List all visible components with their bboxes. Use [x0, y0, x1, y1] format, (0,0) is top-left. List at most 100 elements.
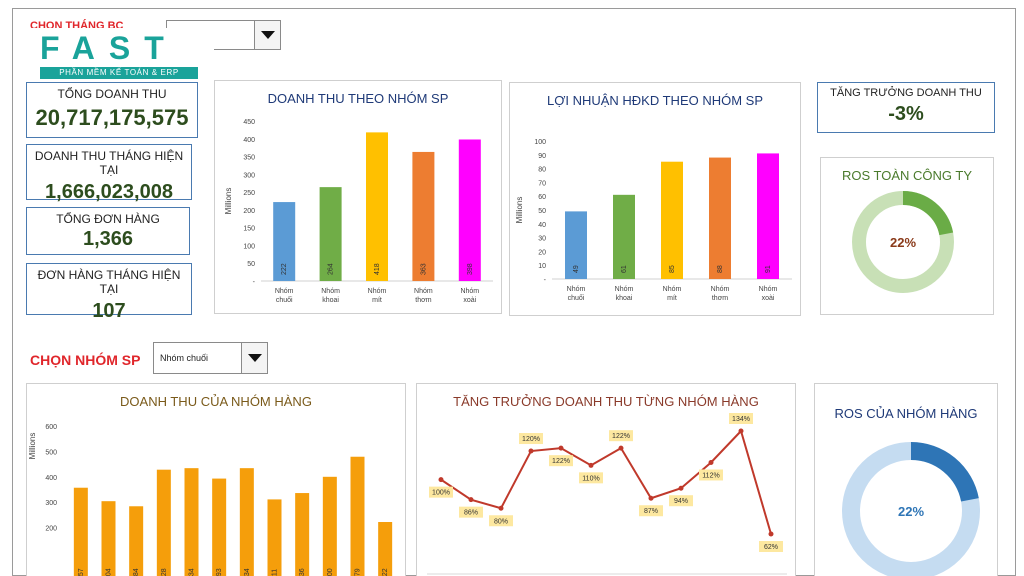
x-tick-label: Nhóm [759, 286, 778, 293]
y-tick-label: 40 [538, 222, 546, 229]
data-point [438, 477, 444, 483]
bar [565, 211, 587, 279]
x-tick-label: Nhóm [368, 288, 387, 295]
kpi-growth: TĂNG TRƯỞNG DOANH THU -3% [817, 82, 995, 133]
kpi-value: 1,666,023,008 [45, 181, 173, 203]
data-label: 112% [702, 472, 719, 479]
y-tick-label: 150 [243, 226, 255, 233]
x-tick-label: Nhóm [275, 288, 294, 295]
bar [184, 468, 199, 576]
data-label: 122% [612, 433, 630, 440]
kpi-label: TỔNG ĐƠN HÀNG [56, 212, 160, 226]
x-tick-label: Nhóm [615, 286, 634, 293]
y-tick-label: 90 [538, 153, 546, 160]
data-point [468, 497, 474, 503]
bar [156, 469, 171, 576]
revenue-by-group-chart: - 50 100 150 200 250 300 350 400 450 Millions 222 Nh… [224, 119, 493, 304]
kpi-label: ĐƠN HÀNG THÁNG HIỆN TẠI [37, 268, 181, 296]
chevron-down-icon[interactable] [241, 343, 267, 373]
y-tick-label: - [544, 277, 547, 284]
data-label: 134% [732, 416, 750, 423]
y-tick-label: 80 [538, 167, 546, 174]
profit-by-group-chart: -102030405060708090100Millions49Nhómchuố… [515, 139, 792, 302]
y-tick-label: - [253, 279, 256, 286]
bar [101, 501, 116, 576]
data-label: 304 [106, 568, 113, 576]
data-label-bg [489, 515, 513, 527]
x-tick-label: Nhóm [460, 288, 479, 295]
data-label: 222 [281, 263, 288, 275]
data-label: 311 [272, 569, 279, 576]
data-label-bg [579, 472, 603, 484]
y-tick-label: 100 [243, 243, 255, 250]
kpi-value: 107 [92, 300, 126, 322]
y-tick-label: 10 [538, 263, 546, 270]
logo-word: FAST [40, 30, 178, 66]
data-point [648, 495, 654, 501]
data-point [708, 459, 714, 465]
bar [378, 522, 393, 576]
kpi-total-revenue: TỔNG DOANH THU 20,717,175,575 [26, 82, 198, 138]
y-tick-label: 250 [243, 190, 255, 197]
data-label: 434 [244, 568, 251, 576]
kpi-label: DOANH THU THÁNG HIỆN TẠI [34, 149, 184, 177]
kpi-label: TỔNG DOANH THU [57, 87, 167, 101]
kpi-month-revenue: DOANH THU THÁNG HIỆN TẠI 1,666,023,008 [26, 144, 192, 203]
data-label: 122% [552, 458, 570, 465]
data-point [528, 448, 534, 454]
y-axis-label: Millions [28, 433, 37, 460]
group-revenue-chart: 600 500 400 300 200 Millions 357 304 284 428 434 39… [28, 424, 393, 576]
series-line [440, 429, 772, 535]
data-point [738, 428, 744, 434]
chart-title: ROS TOÀN CÔNG TY [841, 168, 973, 183]
logo-subtitle: PHẦN MỀM KẾ TOÁN & ERP [40, 67, 198, 79]
y-tick-label: 450 [243, 119, 255, 126]
y-tick-label: 350 [243, 155, 255, 162]
bar [273, 202, 296, 281]
data-label-bg [609, 430, 633, 442]
group-growth-chart: 100% 86% 80% 120% 122% 110% 122% 87% 94% 112% 134%… [427, 413, 787, 575]
x-tick-label: mít [667, 295, 677, 302]
data-label-bg [459, 506, 483, 518]
ros-group-chart: 22% [842, 442, 980, 576]
bar [757, 153, 779, 279]
bar [319, 187, 342, 281]
data-label-bg [759, 541, 783, 552]
profit-by-group-panel: LỢI NHUẬN HĐKD THEO NHÓM SP - 10 20 30 40 50 6… [509, 82, 801, 316]
x-tick-label: chuối [568, 293, 585, 302]
y-tick-label: 50 [538, 208, 546, 215]
group-growth-panel: TĂNG TRƯỞNG DOANH THU TỪNG NHÓM HÀNG 100… [416, 383, 796, 576]
kpi-value: 1,366 [82, 228, 134, 250]
chevron-down-icon[interactable] [254, 21, 280, 49]
ros-company-panel: ROS TOÀN CÔNG TY 22% [820, 157, 994, 315]
y-tick-label: 200 [45, 526, 57, 533]
data-label: 62% [764, 544, 778, 551]
y-tick-label: 20 [538, 249, 546, 256]
y-tick-label: 300 [243, 172, 255, 179]
x-tick-label: mít [372, 297, 382, 304]
data-label-bg [729, 413, 753, 424]
chart-title: DOANH THU CỦA NHÓM HÀNG [120, 394, 312, 409]
group-dropdown[interactable]: Nhóm chuối [153, 342, 268, 374]
bar [239, 468, 254, 576]
fast-logo: FAST PHẦN MỀM KẾ TOÁN & ERP [28, 28, 214, 82]
y-tick-label: 400 [243, 137, 255, 144]
x-tick-label: khoai [616, 295, 633, 302]
data-label: 336 [299, 568, 306, 576]
group-dropdown-value: Nhóm chuối [160, 353, 209, 363]
data-label: 434 [189, 568, 196, 576]
data-label: 85 [669, 265, 676, 273]
data-label: 428 [161, 568, 168, 576]
data-point [618, 445, 624, 451]
chart-title: LỢI NHUẬN HĐKD THEO NHÓM SP [546, 93, 764, 108]
chart-title: TĂNG TRƯỞNG DOANH THU TỪNG NHÓM HÀNG [453, 394, 759, 409]
x-tick-label: Nhóm [711, 286, 730, 293]
data-label-bg [699, 469, 723, 481]
data-label: 120% [522, 436, 540, 443]
data-label: 86% [464, 510, 478, 517]
y-axis-label: Millions [515, 197, 524, 224]
data-label: 479 [355, 568, 362, 576]
bar [412, 151, 435, 281]
bar [295, 493, 310, 576]
donut-center-label: 22% [898, 504, 924, 519]
